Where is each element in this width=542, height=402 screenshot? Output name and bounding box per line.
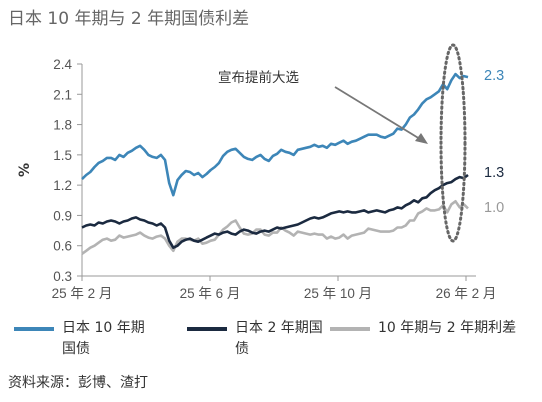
highlight-ellipse [439, 43, 467, 243]
legend-label: 10 年期与 2 年期利差 [378, 320, 517, 336]
legend-item-jgb2: 日本 2 年期国债 [187, 318, 323, 360]
x-tick-label: 25 年 10 月 [304, 286, 372, 301]
annotation-arrow-line [334, 86, 421, 140]
y-tick-label: 0.9 [53, 208, 72, 223]
y-tick-label: 1.2 [53, 178, 72, 193]
annotation-text: 宣布提前大选 [218, 69, 299, 86]
legend-item-spread: 10 年期与 2 年期利差 [330, 318, 518, 339]
series-lines [81, 72, 469, 255]
legend-swatch [187, 327, 227, 331]
legend-swatch [330, 327, 370, 331]
x-tick-label: 25 年 6 月 [180, 286, 241, 301]
y-tick-label: 0.3 [53, 269, 72, 284]
legend-label: 日本 10 年期国债 [62, 320, 145, 357]
end-label-jgb10: 2.3 [484, 68, 504, 84]
y-tick-label: 0.6 [53, 239, 72, 254]
y-tick-label: 1.8 [53, 118, 72, 133]
end-label-spread: 1.0 [484, 200, 504, 216]
annotation: 宣布提前大选 [218, 43, 467, 243]
end-label-jgb2: 1.3 [484, 165, 504, 181]
legend-swatch [14, 327, 54, 331]
y-tick-label: 1.5 [53, 148, 72, 163]
y-axis-title: % [17, 163, 33, 177]
y-axis: 0.3 0.6 0.9 1.2 1.5 1.8 2.1 2.4% [17, 57, 83, 284]
end-labels: 2.3 1.3 1.0 [484, 68, 504, 216]
x-tick-label: 25 年 2 月 [52, 286, 113, 301]
annotation-arrow-head [415, 133, 428, 144]
series-line-spread [81, 200, 469, 255]
x-axis: 25 年 2 月 25 年 6 月 25 年 10 月 26 年 2 月 [52, 275, 497, 301]
y-tick-label: 2.1 [53, 87, 72, 102]
legend-item-jgb10: 日本 10 年期国债 [14, 318, 158, 360]
legend-label: 日本 2 年期国债 [235, 320, 323, 357]
y-tick-label: 2.4 [53, 57, 72, 72]
series-line-jgb2 [81, 173, 469, 249]
x-tick-label: 26 年 2 月 [436, 286, 497, 301]
series-line-jgb10 [81, 72, 469, 197]
source-note: 资料来源：彭博、渣打 [8, 375, 148, 391]
chart-title: 日本 10 年期与 2 年期国债利差 [8, 9, 250, 29]
